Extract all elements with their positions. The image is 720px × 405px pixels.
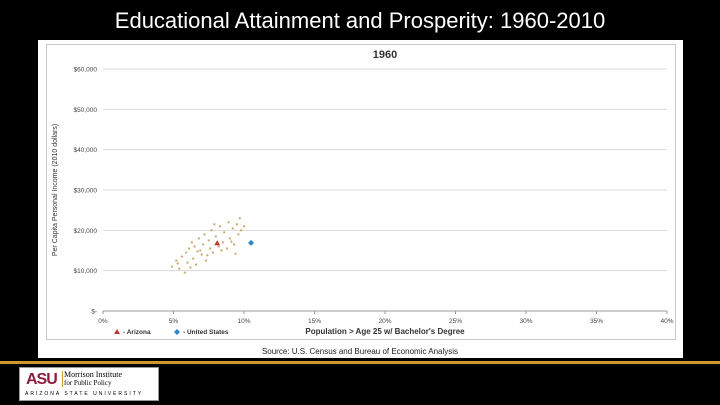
scatter-chart: 1960 $- $10,000 $20,000 $30,000 $40,000 $50,00… xyxy=(52,49,674,336)
x-tick-label: 35% xyxy=(590,318,603,325)
data-point-state xyxy=(185,251,188,254)
data-point-state xyxy=(199,249,202,252)
data-point-state xyxy=(209,247,212,250)
asu-logo-mark: ASU xyxy=(26,371,58,388)
y-tick-label: $30,000 xyxy=(74,188,98,195)
x-tick-label: 25% xyxy=(449,318,462,325)
data-point-state xyxy=(189,266,192,269)
source-note: Source: U.S. Census and Bureau of Econom… xyxy=(261,347,459,356)
data-point-state xyxy=(206,254,209,257)
data-point-state xyxy=(226,247,229,250)
data-point-state xyxy=(221,241,224,244)
data-point-state xyxy=(214,235,217,238)
data-point-state xyxy=(183,271,186,274)
data-point-state xyxy=(192,257,195,260)
logo-line-1: Morrison Institute xyxy=(64,370,122,379)
data-point-state xyxy=(204,259,207,262)
data-point-state xyxy=(230,240,233,243)
y-tick-label: $60,000 xyxy=(74,67,98,74)
x-tick-label: 40% xyxy=(660,318,673,325)
x-tick-label: 20% xyxy=(378,318,391,325)
legend-label-united-states: - United States xyxy=(183,329,229,336)
data-point-state xyxy=(197,237,200,240)
data-point-state xyxy=(237,233,240,236)
data-point-state xyxy=(171,265,174,268)
data-point-state xyxy=(193,245,196,248)
y-tick-label: $10,000 xyxy=(74,268,98,275)
chart-title: 1960 xyxy=(373,49,397,61)
data-point-state xyxy=(190,241,193,244)
data-point-state xyxy=(211,251,214,254)
data-point-state xyxy=(175,259,178,262)
data-point-state xyxy=(240,229,243,232)
legend-marker-arizona xyxy=(114,329,120,334)
data-point-state xyxy=(186,261,189,264)
data-point-state xyxy=(227,221,230,224)
data-point-state xyxy=(200,253,203,256)
data-point-state xyxy=(219,225,222,228)
data-point-state xyxy=(207,239,210,242)
y-tick-label: $- xyxy=(91,309,97,316)
data-point-state xyxy=(203,233,206,236)
data-point-state xyxy=(234,252,237,255)
data-point-state xyxy=(176,262,179,265)
morrison-institute-logo: ASU Morrison Institute for Public Policy… xyxy=(19,367,159,401)
data-point-united-states xyxy=(248,239,255,246)
x-tick-label: 15% xyxy=(308,318,321,325)
data-point-state xyxy=(220,249,223,252)
slide-title: Educational Attainment and Prosperity: 1… xyxy=(114,8,606,33)
x-tick-label: 0% xyxy=(98,318,108,325)
data-point-state xyxy=(233,243,236,246)
y-axis-label: Per Capita Personal Income (2010 dollars… xyxy=(52,124,59,256)
x-axis-label: Population > Age 25 w/ Bachelor's Degree xyxy=(305,327,465,336)
logo-divider xyxy=(62,371,63,387)
data-point-state xyxy=(180,255,183,258)
logo-line-2: for Public Policy xyxy=(64,379,112,387)
data-point-state xyxy=(223,231,226,234)
data-point-state xyxy=(238,217,241,220)
legend-marker-united-states xyxy=(174,329,180,335)
data-point-state xyxy=(188,247,191,250)
data-point-state xyxy=(228,237,231,240)
data-point-state xyxy=(243,225,245,228)
chart-frame: 1960 $- $10,000 $20,000 $30,000 $40,000 $50,00… xyxy=(46,44,676,340)
data-point-state xyxy=(210,229,213,232)
data-point-state xyxy=(195,263,198,266)
x-tick-label: 5% xyxy=(169,318,179,325)
logo-university: ARIZONA STATE UNIVERSITY xyxy=(25,391,144,397)
y-tick-label: $20,000 xyxy=(74,228,98,235)
y-tick-label: $50,000 xyxy=(74,107,98,114)
legend-label-arizona: - Arizona xyxy=(123,329,151,336)
x-tick-label: 30% xyxy=(519,318,532,325)
data-point-state xyxy=(235,223,238,226)
data-point-state xyxy=(202,243,205,246)
y-tick-label: $40,000 xyxy=(74,147,98,154)
footer-rule xyxy=(0,361,720,364)
data-point-arizona xyxy=(214,240,221,246)
data-point-state xyxy=(196,250,199,253)
x-tick-label: 10% xyxy=(237,318,250,325)
data-point-state xyxy=(213,223,216,226)
data-point-state xyxy=(231,227,234,230)
data-point-state xyxy=(178,267,181,270)
data-point-state xyxy=(217,245,220,248)
